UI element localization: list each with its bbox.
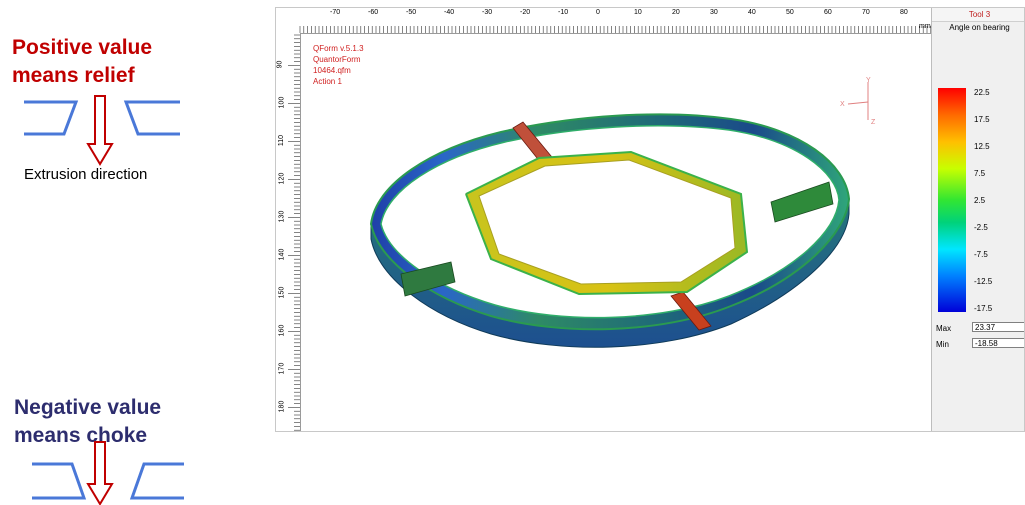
qform-viewer-window: -70 -60 -50 -40 -30 -20 -10 0 10 20 30 40 50 60 70 80 m…	[275, 7, 1025, 432]
h-ruler-label: 40	[748, 9, 756, 16]
choke-diagram	[32, 441, 184, 505]
h-ruler-label: -30	[482, 9, 493, 16]
v-ruler-label: 110	[278, 134, 286, 147]
choke-die-right	[129, 462, 184, 500]
h-ruler-label: 80	[900, 9, 908, 16]
axis-x-label: X	[840, 101, 845, 108]
h-ruler-label: 10	[634, 9, 642, 16]
model-viewport[interactable]: QForm v.5.1.3 QuantorForm 10464.qfm Acti…	[301, 34, 931, 431]
ruler-units-label: mm	[919, 23, 931, 30]
extrusion-direction-caption: Extrusion direction	[24, 166, 148, 183]
inner-octagon-rim	[465, 150, 749, 296]
h-ruler-label: -60	[368, 9, 379, 16]
vertical-ruler[interactable]: 90 100 110 120 130 140 150 160 170 180	[276, 33, 301, 431]
positive-line-1: Positive value	[12, 36, 153, 59]
choke-die-left	[32, 462, 87, 500]
legend-tick-label: -7.5	[974, 250, 988, 259]
v-ruler-label: 180	[278, 400, 286, 413]
relief-die-right	[123, 100, 180, 136]
info-filename: 10464.qfm	[313, 66, 351, 75]
h-ruler-label: -70	[330, 9, 341, 16]
legend-panel: Tool 3 Angle on bearing 22.5 17.5 12.5 7.5 2…	[931, 8, 1024, 431]
legend-tick-label: 12.5	[974, 142, 990, 151]
axis-y-label: Y	[866, 77, 871, 84]
legend-tick-label: -12.5	[974, 277, 993, 286]
h-ruler-label: -40	[444, 9, 455, 16]
h-ruler-label: 60	[824, 9, 832, 16]
legend-tick-label: 7.5	[974, 169, 986, 178]
relief-die-left	[24, 100, 79, 136]
max-value-field: 23.37	[972, 322, 1024, 332]
legend-tick-label: 2.5	[974, 196, 986, 205]
horizontal-ruler-ticks	[299, 26, 931, 33]
info-version: QForm v.5.1.3	[313, 44, 364, 53]
v-ruler-label: 120	[278, 172, 286, 185]
vertical-ruler-ticks	[288, 34, 300, 431]
axis-triad-icon: Y X Z	[840, 77, 876, 124]
h-ruler-label: 70	[862, 9, 870, 16]
h-ruler-label: -10	[558, 9, 569, 16]
h-ruler-label: 50	[786, 9, 794, 16]
negative-value-heading: Negative value means choke	[14, 394, 161, 450]
h-ruler-label: -50	[406, 9, 417, 16]
v-ruler-label: 100	[278, 96, 286, 109]
negative-line-1: Negative value	[14, 396, 162, 419]
legend-tick-label: 17.5	[974, 115, 990, 124]
h-ruler-label: 0	[596, 9, 600, 16]
max-label: Max	[936, 324, 952, 333]
choke-arrow-icon	[86, 441, 114, 505]
color-scale-bar	[938, 88, 966, 312]
info-action: Action 1	[313, 77, 342, 86]
legend-tick-label: -2.5	[974, 223, 988, 232]
positive-value-heading: Positive value means relief	[12, 34, 152, 90]
relief-arrow-icon	[86, 95, 114, 166]
v-ruler-label: 90	[276, 60, 284, 69]
positive-line-2: means relief	[12, 64, 135, 87]
legend-tick-label: -17.5	[974, 304, 993, 313]
v-ruler-label: 130	[278, 210, 286, 223]
v-ruler-label: 140	[278, 248, 286, 261]
inner-octagon-opening	[478, 159, 736, 285]
legend-title: Angle on bearing	[949, 23, 1010, 32]
h-ruler-label: 20	[672, 9, 680, 16]
spoke-left	[400, 261, 456, 297]
spoke-right	[770, 181, 834, 223]
min-label: Min	[936, 340, 949, 349]
legend-tick-label: 22.5	[974, 88, 990, 97]
v-ruler-label: 160	[278, 324, 286, 337]
h-ruler-label: -20	[520, 9, 531, 16]
model-info: QForm v.5.1.3 QuantorForm 10464.qfm Acti…	[313, 43, 364, 87]
relief-diagram	[24, 95, 180, 166]
negative-line-2: means choke	[14, 424, 148, 447]
die-bearing-model	[369, 113, 851, 348]
spoke-bottom-right	[670, 291, 712, 331]
axis-z-label: Z	[871, 119, 876, 124]
v-ruler-label: 170	[278, 362, 286, 375]
min-value-field: -18.58	[972, 338, 1024, 348]
v-ruler-label: 150	[278, 286, 286, 299]
h-ruler-label: 30	[710, 9, 718, 16]
horizontal-ruler[interactable]: -70 -60 -50 -40 -30 -20 -10 0 10 20 30 40 50 60 70 80 m…	[276, 8, 931, 34]
info-company: QuantorForm	[313, 55, 361, 64]
legend-tab-tool[interactable]: Tool 3	[932, 8, 1024, 22]
